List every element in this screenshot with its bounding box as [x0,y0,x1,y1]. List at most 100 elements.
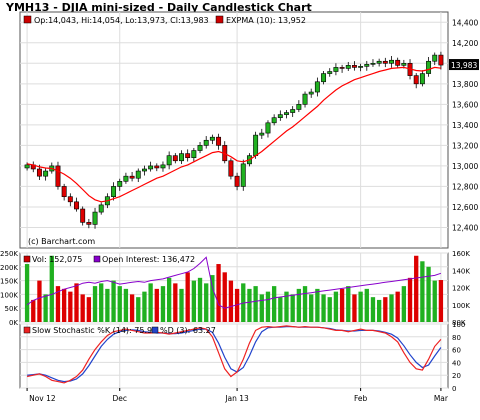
volume-bar-down [129,294,135,322]
volume-bar-up [327,297,332,322]
volume-bar-up [210,275,215,322]
x-tick-label: Nov 12 [29,394,56,403]
volume-bar-up [43,294,48,322]
candle-up [209,136,215,141]
volume-bar-up [420,261,425,322]
volume-bar-down [222,272,227,322]
candle-down [61,186,67,197]
volume-bar-down [216,264,221,322]
volume-bar-up [253,286,258,322]
volume-bar-down [154,288,159,322]
candle-up [24,164,30,169]
volume-bar-up [278,297,283,322]
volume-left-tick-label: 150K [0,278,18,286]
volume-bar-down [352,294,357,322]
volume-left-tick-label: 100K [0,291,18,299]
volume-bar-up [123,288,129,322]
ema-legend-swatch [215,15,224,24]
candle-up [345,65,351,69]
oi-legend-swatch [93,255,101,263]
volume-bar-up [364,288,369,322]
candle-up [314,81,320,93]
candle-down [382,60,388,64]
candle-up [253,134,259,156]
volume-bar-up [315,288,320,322]
candle-up [111,186,117,197]
price-tick-label: 14,400 [452,18,478,27]
stochastic-tick-label: 40 [452,359,461,367]
candle-down [413,75,419,85]
volume-bar-up [148,283,153,322]
candle-up [98,204,104,213]
volume-right-tick-label: 100K [452,302,470,310]
stochastic-tick-label: 60 [452,347,461,355]
volume-bar-up [191,280,197,322]
volume-right-tick-label: 120K [452,285,470,293]
candle-up [401,63,407,66]
candle-up [265,122,271,134]
volume-bar-up [24,264,30,322]
ohlc-legend-label: Op:14,043, Hi:14,054, Lo:13,973, Cl:13,9… [34,16,209,25]
price-tick-label: 13,600 [452,100,478,109]
price-tick-label: 13,400 [452,121,478,130]
candle-up [308,91,314,95]
candle-up [179,153,184,162]
volume-bar-up [333,291,339,322]
price-tick-label: 12,600 [452,203,478,212]
candle-down [172,155,178,162]
volume-bar-down [80,294,85,322]
volume-legend-swatch [23,255,31,263]
candle-up [160,164,166,169]
volume-bar-up [426,266,431,322]
volume-left-tick-label: 200K [0,264,18,272]
candle-up [432,54,438,62]
price-tick-label: 13,000 [452,162,478,171]
volume-bar-down [438,280,444,322]
candle-down [154,165,160,169]
volume-left-tick-label: 0K [9,319,18,327]
volume-bar-up [111,280,116,322]
candle-up [259,132,265,136]
volume-bar-up [136,297,141,322]
candle-up [426,60,432,74]
volume-bar-up [204,283,209,322]
volume-bar-up [166,277,172,322]
volume-bar-up [271,286,277,322]
candle-up [271,117,277,124]
stochastic-tick-label: 20 [452,372,461,380]
ema-line [27,66,441,203]
stochastic-tick-label: 0 [452,385,456,393]
candle-up [389,59,394,64]
stochastic-tick-label: 80 [452,334,461,342]
candle-up [364,64,370,67]
candle-down [234,175,240,187]
volume-bar-up [401,286,407,322]
candle-down [55,165,61,187]
candle-up [123,175,129,182]
volume-left-tick-label: 50K [5,305,19,313]
candle-up [191,150,197,159]
volume-bar-up [284,291,289,322]
volume-bar-up [376,299,382,322]
open-interest-line [26,256,442,309]
candle-down [36,168,42,177]
candle-up [92,211,98,225]
candle-up [203,139,209,146]
candle-down [339,67,345,69]
volume-bar-up [290,294,295,322]
volume-bar-up [358,291,363,322]
candle-down [395,59,401,66]
volume-bar-up [160,286,166,322]
price-tick-label: 14,200 [452,39,478,48]
candle-down [438,54,444,66]
candle-down [185,153,191,159]
volume-bar-down [74,283,79,322]
volume-bar-down [173,283,178,322]
volume-bar-down [234,288,240,322]
stochastic-panel [19,323,449,389]
ema-legend-label: EXPMA (10): 13,952 [226,16,306,25]
candle-up [321,73,327,83]
last-price-badge [449,59,479,71]
volume-bar-down [339,288,345,322]
